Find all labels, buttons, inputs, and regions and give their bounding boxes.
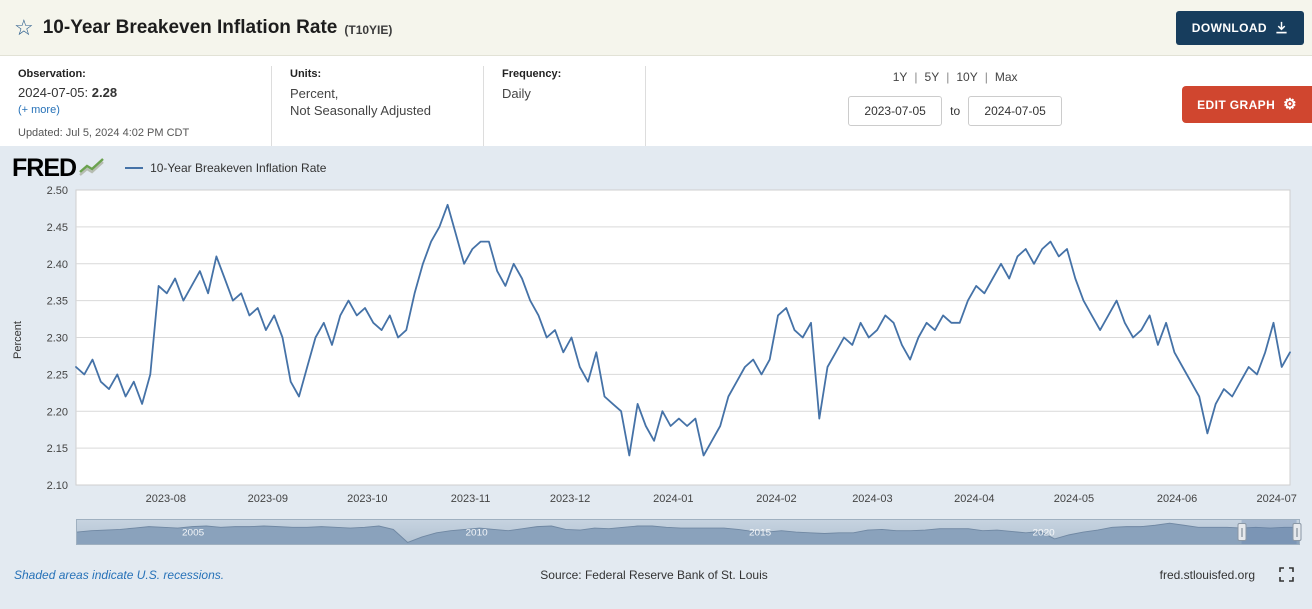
- navigator-chart[interactable]: 2005 2010 2015 2020: [77, 520, 1299, 544]
- graph-footer: Shaded areas indicate U.S. recessions. S…: [12, 567, 1300, 582]
- main-chart[interactable]: 2.10 2.15 2.20 2.25 2.30 2.35 2.40 2.45 2.50 2023…: [12, 184, 1300, 509]
- fred-logo[interactable]: FRED: [12, 153, 105, 182]
- updated-text: Updated: Jul 5, 2024 4:02 PM CDT: [18, 127, 190, 139]
- date-range-zone: 1Y 5Y 10Y Max to: [848, 66, 1063, 126]
- recessions-note-link[interactable]: Shaded areas indicate U.S. recessions.: [14, 567, 225, 582]
- download-button-label: DOWNLOAD: [1191, 20, 1267, 35]
- frequency-value: Daily: [502, 86, 531, 101]
- date-range-inputs: to: [848, 96, 1063, 126]
- svg-text:2024-01: 2024-01: [653, 493, 693, 505]
- navigator-right-handle[interactable]: [1292, 523, 1302, 541]
- svg-text:2.50: 2.50: [47, 185, 68, 197]
- y-axis-title: Percent: [12, 321, 24, 359]
- source-text: Source: Federal Reserve Bank of St. Loui…: [540, 567, 768, 582]
- svg-text:2024-03: 2024-03: [852, 493, 892, 505]
- series-meta-bar: Observation: 2024-07-05: 2.28 (+ more) U…: [0, 56, 1312, 146]
- svg-text:2.15: 2.15: [47, 443, 68, 455]
- edit-graph-label: EDIT GRAPH: [1197, 97, 1276, 112]
- chart-legend: 10-Year Breakeven Inflation Rate: [125, 161, 326, 175]
- svg-text:2023-08: 2023-08: [146, 493, 186, 505]
- svg-text:2024-02: 2024-02: [756, 493, 796, 505]
- legend-line-swatch: [125, 167, 144, 169]
- svg-text:2.25: 2.25: [47, 369, 68, 381]
- download-button[interactable]: DOWNLOAD: [1175, 10, 1304, 45]
- svg-text:2024-06: 2024-06: [1157, 493, 1197, 505]
- svg-text:2.35: 2.35: [47, 296, 68, 308]
- download-icon: [1275, 21, 1288, 34]
- observation-line: 2024-07-05: 2.28: [18, 85, 253, 100]
- svg-text:2005: 2005: [182, 528, 204, 539]
- svg-text:2023-12: 2023-12: [550, 493, 590, 505]
- observation-date: 2024-07-05:: [18, 85, 89, 100]
- plot-area-wrapper: Percent 2.10 2.15 2.20 2.25 2.30 2.35 2.40 2.45…: [12, 184, 1300, 509]
- units-label: Units:: [290, 68, 322, 80]
- svg-text:2024-05: 2024-05: [1054, 493, 1094, 505]
- date-to-input[interactable]: [968, 96, 1063, 126]
- fullscreen-icon[interactable]: [1279, 567, 1294, 582]
- frequency-panel: Frequency: Daily: [484, 66, 646, 146]
- svg-text:2024-07: 2024-07: [1256, 493, 1296, 505]
- svg-text:2023-11: 2023-11: [451, 493, 491, 505]
- fred-site-link[interactable]: fred.stlouisfed.org: [1159, 567, 1256, 582]
- page-header: ☆ 10-Year Breakeven Inflation Rate (T10Y…: [0, 0, 1312, 56]
- observation-value: 2.28: [91, 85, 118, 100]
- fred-logo-icon: [79, 158, 105, 178]
- svg-text:2010: 2010: [465, 528, 487, 539]
- range-link-5y[interactable]: 5Y: [925, 70, 950, 84]
- favorite-star-icon[interactable]: ☆: [14, 14, 34, 40]
- graph-header: FRED 10-Year Breakeven Inflation Rate: [12, 152, 1300, 184]
- range-link-1y[interactable]: 1Y: [893, 70, 918, 84]
- svg-text:2015: 2015: [749, 528, 771, 539]
- range-navigator[interactable]: 2005 2010 2015 2020: [76, 519, 1302, 545]
- svg-text:2023-09: 2023-09: [248, 493, 288, 505]
- svg-text:2024-04: 2024-04: [954, 493, 994, 505]
- units-value-line2: Not Seasonally Adjusted: [290, 103, 431, 118]
- legend-label: 10-Year Breakeven Inflation Rate: [150, 161, 327, 175]
- range-controls: 1Y 5Y 10Y Max to EDIT GRAPH ⚙: [848, 66, 1312, 146]
- svg-text:2.40: 2.40: [47, 259, 68, 271]
- graph-container: FRED 10-Year Breakeven Inflation Rate Pe…: [0, 146, 1312, 609]
- edit-graph-button[interactable]: EDIT GRAPH ⚙: [1182, 86, 1312, 123]
- more-observations-link[interactable]: (+ more): [18, 104, 60, 116]
- range-link-max[interactable]: Max: [994, 70, 1018, 84]
- observation-panel: Observation: 2024-07-05: 2.28 (+ more) U…: [0, 66, 272, 146]
- date-from-input[interactable]: [848, 96, 943, 126]
- fred-logo-text: FRED: [12, 153, 77, 182]
- footer-right: fred.stlouisfed.org: [768, 567, 1294, 582]
- date-range-to-label: to: [950, 104, 961, 118]
- svg-text:2.30: 2.30: [47, 333, 68, 345]
- series-id-label: (T10YIE): [344, 22, 393, 37]
- range-preset-links: 1Y 5Y 10Y Max: [893, 70, 1018, 84]
- svg-text:2.45: 2.45: [47, 222, 68, 234]
- units-panel: Units: Percent, Not Seasonally Adjusted: [272, 66, 484, 146]
- svg-text:2020: 2020: [1032, 528, 1054, 539]
- svg-text:2023-10: 2023-10: [347, 493, 387, 505]
- page-title: 10-Year Breakeven Inflation Rate: [42, 16, 338, 38]
- observation-label: Observation:: [18, 68, 86, 80]
- navigator-left-handle[interactable]: [1237, 523, 1247, 541]
- range-link-10y[interactable]: 10Y: [956, 70, 987, 84]
- svg-text:2.20: 2.20: [47, 406, 68, 418]
- units-value-line1: Percent,: [290, 86, 339, 101]
- gear-icon: ⚙: [1283, 96, 1297, 113]
- frequency-label: Frequency:: [502, 68, 562, 80]
- svg-text:2.10: 2.10: [47, 480, 68, 492]
